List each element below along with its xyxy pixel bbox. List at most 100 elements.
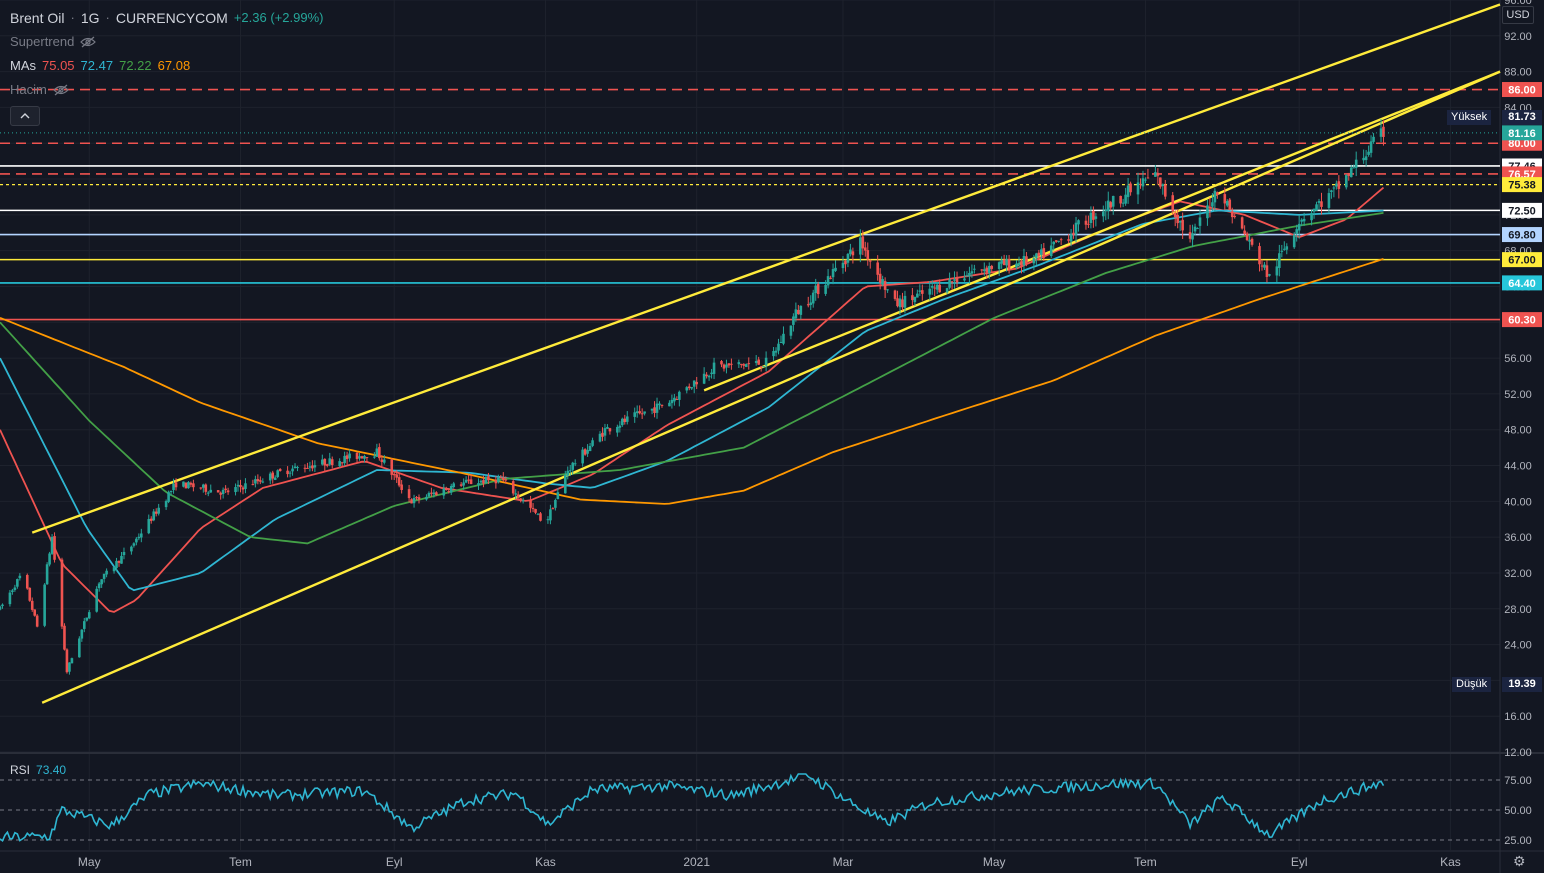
candle-body (968, 272, 971, 277)
candle (360, 455, 364, 459)
candle (1315, 201, 1318, 211)
symbol-name[interactable]: Brent Oil (10, 10, 65, 26)
candle-body (497, 477, 500, 483)
candle-body (826, 276, 830, 286)
level-tag-bg (1502, 252, 1542, 268)
level-tag-text: 75.38 (1508, 180, 1536, 192)
candle-body (777, 343, 780, 351)
candle (482, 475, 485, 488)
candle-body (18, 575, 22, 579)
hidden-eye-icon[interactable] (80, 36, 97, 48)
candle-body (1268, 274, 1271, 276)
candle-body (442, 488, 446, 496)
price-change: +2.36 (+2.99%) (233, 10, 324, 25)
volume-label[interactable]: Hacim (10, 82, 47, 97)
candle-body (400, 484, 403, 490)
candle-body (306, 467, 309, 469)
supertrend-row[interactable]: Supertrend (10, 30, 323, 54)
candle (1230, 207, 1234, 224)
candle-body (573, 463, 577, 465)
candle (1181, 212, 1184, 240)
candle (1268, 273, 1271, 277)
level-price-tag: 67.00 (1502, 252, 1542, 268)
candle (1035, 252, 1038, 266)
candle (1302, 212, 1306, 226)
candle-body (913, 296, 917, 303)
supertrend-label[interactable]: Supertrend (10, 34, 75, 49)
candle-body (278, 469, 282, 472)
candle (955, 271, 959, 287)
price-tick-label: 48.00 (1504, 425, 1532, 437)
candle (1297, 215, 1301, 239)
candle (45, 562, 49, 585)
candle-body (164, 501, 168, 508)
candle (588, 442, 592, 452)
candle (519, 497, 522, 503)
candle-body (831, 269, 835, 278)
candle-body (938, 284, 941, 293)
rsi-label[interactable]: RSI (10, 763, 31, 777)
candle-body (1126, 185, 1130, 198)
candle-body (1124, 194, 1127, 204)
symbol-row[interactable]: Brent Oil · 1G · CURRENCYCOM +2.36 (+2.9… (10, 6, 323, 30)
candle (259, 476, 262, 485)
mas-row[interactable]: MAs 75.05 72.47 72.22 67.08 (10, 54, 323, 78)
candle-body (933, 287, 937, 289)
candle (112, 566, 116, 574)
candle-body (1240, 217, 1244, 229)
interval-label[interactable]: 1G (80, 10, 100, 26)
candle (390, 458, 394, 480)
candle (551, 507, 555, 510)
candle-body (1049, 245, 1053, 256)
candle (710, 368, 713, 379)
candle-body (360, 456, 364, 459)
candle-body (591, 440, 594, 446)
candle-body (397, 477, 401, 486)
candle-body (809, 302, 813, 305)
candle-body (851, 251, 855, 256)
candle (1347, 172, 1351, 181)
exchange-label[interactable]: CURRENCYCOM (115, 10, 228, 26)
hidden-eye-icon[interactable] (52, 84, 69, 96)
candle-body (643, 411, 646, 414)
candle-body (1104, 209, 1108, 212)
volume-row[interactable]: Hacim (10, 78, 323, 102)
collapse-legend-button[interactable] (10, 106, 40, 126)
candle (137, 533, 141, 541)
candle-body (1035, 253, 1038, 258)
candle (973, 264, 976, 274)
candle (432, 489, 436, 498)
rsi-tick-label: 75.00 (1504, 775, 1532, 787)
candle-body (1106, 200, 1110, 212)
candle-body (43, 584, 46, 626)
candle-body (650, 408, 654, 411)
candle (206, 491, 210, 497)
candle-body (551, 508, 555, 510)
candle-body (494, 479, 498, 484)
candle-body (417, 497, 421, 500)
candle-body (774, 350, 778, 353)
candle (720, 360, 723, 368)
candle-body (390, 459, 394, 475)
candle-body (447, 490, 451, 492)
candle-body (1347, 172, 1351, 176)
candle (365, 457, 369, 463)
candle-body (48, 553, 51, 565)
candle-body (484, 476, 488, 484)
rsi-legend[interactable]: RSI 73.40 (10, 763, 66, 777)
candle-body (1005, 259, 1008, 266)
candle (982, 262, 986, 276)
candle (375, 443, 379, 457)
candle (1015, 260, 1018, 270)
candle (1225, 199, 1229, 208)
candle (985, 265, 989, 279)
candle (78, 636, 81, 658)
settings-gear-icon[interactable]: ⚙ (1513, 853, 1526, 869)
currency-selector[interactable]: USD (1502, 6, 1534, 24)
mas-label[interactable]: MAs (10, 58, 36, 73)
candle (1084, 215, 1088, 230)
candle (928, 280, 932, 301)
candle-body (844, 260, 847, 265)
candle (692, 380, 696, 394)
